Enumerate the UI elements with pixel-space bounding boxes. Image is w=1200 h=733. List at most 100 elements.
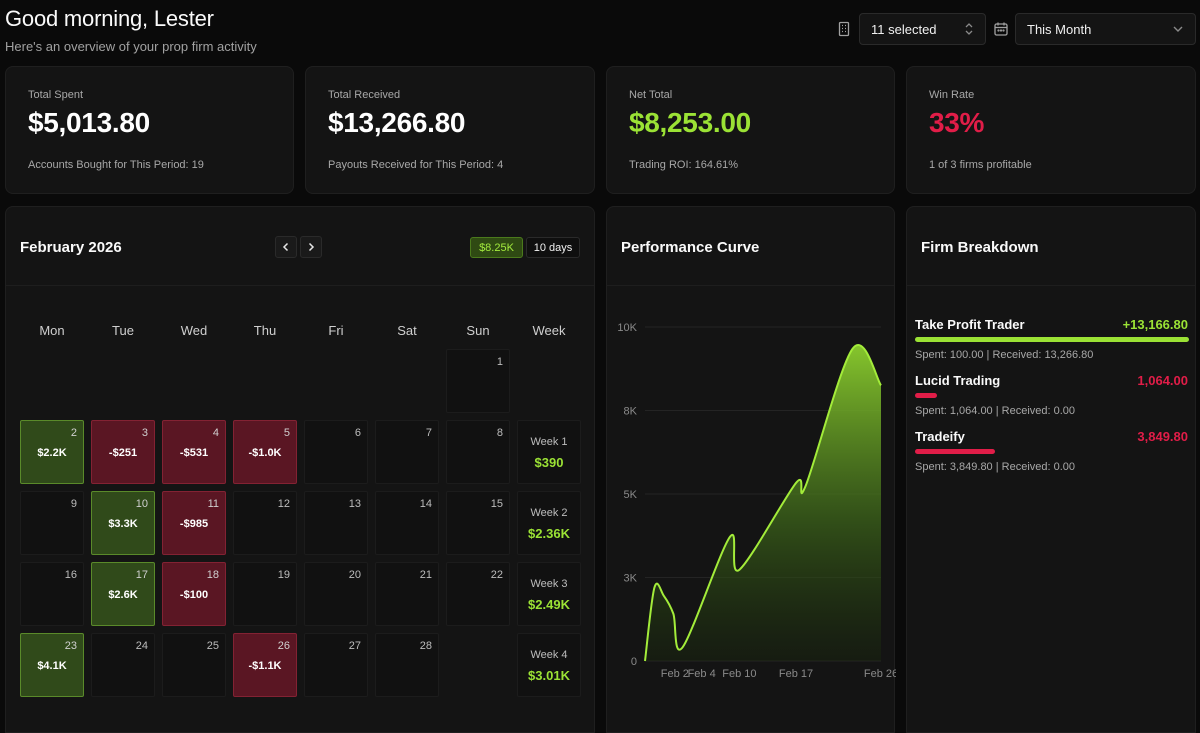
panel-divider bbox=[607, 285, 894, 286]
firm-breakdown-title: Firm Breakdown bbox=[921, 239, 1039, 256]
greeting-subtitle: Here's an overview of your prop firm act… bbox=[5, 39, 257, 54]
day-number: 25 bbox=[206, 640, 219, 652]
calendar-day[interactable]: 10 $3.3K bbox=[91, 491, 155, 555]
calendar-day[interactable]: 11 -$985 bbox=[162, 491, 226, 555]
stat-card-total-spent: Total Spent $5,013.80 Accounts Bought fo… bbox=[5, 66, 294, 194]
calendar-day[interactable]: 6 bbox=[304, 420, 368, 484]
calendar-day[interactable]: 15 bbox=[446, 491, 510, 555]
calendar-day[interactable]: 28 bbox=[375, 633, 439, 697]
month-total-badge: $8.25K bbox=[470, 237, 523, 258]
calendar-day[interactable]: 16 bbox=[20, 562, 84, 626]
week-summary: Week 1 $390 bbox=[517, 420, 581, 484]
calendar-day[interactable]: 4 -$531 bbox=[162, 420, 226, 484]
day-number: 6 bbox=[354, 427, 361, 439]
calendar-day[interactable]: 19 bbox=[233, 562, 297, 626]
firm-select[interactable]: 11 selected bbox=[859, 13, 986, 45]
calendar-day[interactable]: 25 bbox=[162, 633, 226, 697]
day-number: 13 bbox=[348, 498, 361, 510]
day-number: 9 bbox=[70, 498, 77, 510]
chevron-down-icon bbox=[1173, 26, 1183, 32]
calendar-day[interactable]: 26 -$1.1K bbox=[233, 633, 297, 697]
calendar-day[interactable]: 9 bbox=[20, 491, 84, 555]
firm-sub: Spent: 100.00 | Received: 13,266.80 bbox=[915, 349, 1094, 361]
calendar-day[interactable]: 18 -$100 bbox=[162, 562, 226, 626]
weekday-label: Tue bbox=[112, 323, 134, 338]
day-number: 14 bbox=[419, 498, 432, 510]
calendar-day[interactable]: 7 bbox=[375, 420, 439, 484]
y-tick-label: 5K bbox=[624, 489, 638, 501]
stat-sub: 1 of 3 firms profitable bbox=[929, 159, 1032, 171]
day-number: 11 bbox=[207, 498, 219, 510]
day-amount: -$1.0K bbox=[248, 447, 282, 459]
week-label: Week 2 bbox=[530, 507, 568, 519]
chevron-right-icon bbox=[308, 242, 315, 252]
day-number: 10 bbox=[135, 498, 148, 510]
week-summary: Week 4 $3.01K bbox=[517, 633, 581, 697]
calendar-day[interactable]: 8 bbox=[446, 420, 510, 484]
weekday-label: Sun bbox=[466, 323, 490, 338]
stat-card-win-rate: Win Rate 33% 1 of 3 firms profitable bbox=[906, 66, 1196, 194]
calendar-day[interactable]: 13 bbox=[304, 491, 368, 555]
firm-name: Take Profit Trader bbox=[915, 317, 1025, 332]
week-value: $390 bbox=[534, 455, 564, 470]
day-number: 3 bbox=[141, 427, 148, 439]
weekday-label: Fri bbox=[328, 323, 344, 338]
area-fill bbox=[645, 345, 881, 661]
y-tick-label: 8K bbox=[624, 406, 638, 418]
week-value: $3.01K bbox=[528, 668, 570, 683]
day-number: 16 bbox=[64, 569, 77, 581]
firm-bar bbox=[915, 337, 1189, 342]
calendar-day[interactable]: 3 -$251 bbox=[91, 420, 155, 484]
calendar-day[interactable]: 23 $4.1K bbox=[20, 633, 84, 697]
day-number: 8 bbox=[496, 427, 503, 439]
prev-month-button[interactable] bbox=[275, 236, 297, 258]
x-tick-label: Feb 26 bbox=[864, 668, 896, 680]
period-select-value: This Month bbox=[1027, 21, 1092, 37]
chevron-up-down-icon bbox=[965, 23, 973, 35]
period-select[interactable]: This Month bbox=[1015, 13, 1196, 45]
building-icon bbox=[838, 21, 850, 37]
calendar-day[interactable]: 2 $2.2K bbox=[20, 420, 84, 484]
calendar-day[interactable]: 14 bbox=[375, 491, 439, 555]
calendar-title: February 2026 bbox=[20, 239, 122, 256]
day-number: 24 bbox=[135, 640, 148, 652]
firm-breakdown-panel: Firm Breakdown Take Profit Trader +13,166… bbox=[906, 206, 1196, 733]
stat-value: $5,013.80 bbox=[28, 107, 150, 138]
day-number: 1 bbox=[496, 356, 503, 368]
next-month-button[interactable] bbox=[300, 236, 322, 258]
stat-card-total-received: Total Received $13,266.80 Payouts Receiv… bbox=[305, 66, 595, 194]
calendar-day[interactable]: 17 $2.6K bbox=[91, 562, 155, 626]
day-number: 28 bbox=[419, 640, 432, 652]
calendar-day[interactable]: 20 bbox=[304, 562, 368, 626]
y-tick-label: 3K bbox=[624, 573, 638, 585]
firm-name: Lucid Trading bbox=[915, 373, 1001, 388]
firm-net-value: 1,064.00 bbox=[1137, 373, 1188, 388]
day-number: 21 bbox=[419, 569, 432, 581]
calendar-day[interactable]: 1 bbox=[446, 349, 510, 413]
day-amount: -$1.1K bbox=[248, 660, 282, 672]
weekday-label: Wed bbox=[180, 323, 208, 338]
week-summary: Week 3 $2.49K bbox=[517, 562, 581, 626]
calendar-icon bbox=[994, 22, 1008, 36]
performance-title: Performance Curve bbox=[621, 239, 760, 256]
week-label: Week 1 bbox=[530, 436, 568, 448]
day-number: 26 bbox=[277, 640, 290, 652]
calendar-day[interactable]: 27 bbox=[304, 633, 368, 697]
day-number: 17 bbox=[135, 569, 148, 581]
stat-card-net-total: Net Total $8,253.00 Trading ROI: 164.61% bbox=[606, 66, 895, 194]
day-number: 20 bbox=[348, 569, 361, 581]
y-tick-label: 10K bbox=[617, 322, 637, 334]
stat-sub: Accounts Bought for This Period: 19 bbox=[28, 159, 204, 171]
day-number: 2 bbox=[70, 427, 77, 439]
calendar-day[interactable]: 24 bbox=[91, 633, 155, 697]
calendar-day[interactable]: 12 bbox=[233, 491, 297, 555]
calendar-day[interactable]: 22 bbox=[446, 562, 510, 626]
day-amount: -$100 bbox=[179, 589, 209, 601]
day-amount: $2.6K bbox=[108, 589, 138, 601]
calendar-day[interactable]: 21 bbox=[375, 562, 439, 626]
day-amount: $2.2K bbox=[37, 447, 67, 459]
week-summary: Week 2 $2.36K bbox=[517, 491, 581, 555]
calendar-day[interactable]: 5 -$1.0K bbox=[233, 420, 297, 484]
y-tick-label: 0 bbox=[631, 656, 637, 668]
